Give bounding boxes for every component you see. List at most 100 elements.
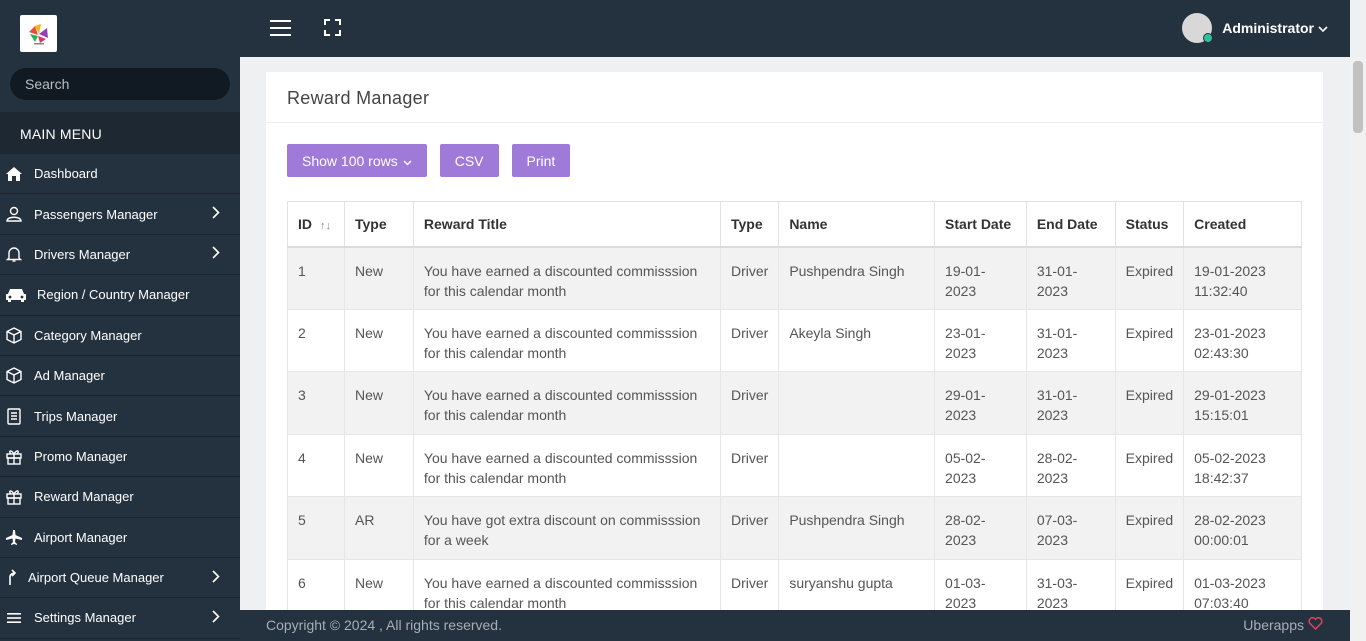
column-header[interactable]: Type <box>719 201 780 248</box>
table-cell: Expired <box>1114 558 1185 612</box>
sidebar-item-settings-manager[interactable]: Settings Manager <box>0 598 240 639</box>
car-icon <box>0 287 34 303</box>
table-cell: You have earned a discounted commisssion… <box>412 246 721 310</box>
column-header-label: ID <box>298 215 312 232</box>
table-row[interactable]: 6 New You have earned a discounted commiss… <box>287 558 1302 612</box>
footer: Copyright © 2024 , All rights reserved. … <box>240 610 1350 641</box>
fullscreen-icon[interactable] <box>324 19 341 41</box>
column-header-label: Type <box>730 215 763 232</box>
table-cell: You have got extra discount on commisssi… <box>412 496 721 560</box>
column-header[interactable]: ID ↑↓ <box>287 201 345 248</box>
scrollbar-thumb[interactable] <box>1353 61 1363 133</box>
chevron-down-icon <box>403 153 412 169</box>
table-cell: You have earned a discounted commisssion… <box>412 308 721 373</box>
print-button[interactable]: Print <box>511 144 571 177</box>
sidebar-item-airport-queue-manager[interactable]: Airport Queue Manager <box>0 558 240 599</box>
table-cell: Driver <box>719 371 780 435</box>
table-cell: 29-01-2023 15:15:01 <box>1183 371 1302 435</box>
sidebar-menu: Dashboard Passengers Manager Drivers Manag… <box>0 154 240 639</box>
top-bar: Administrator <box>240 0 1350 57</box>
table-cell: New <box>343 558 414 612</box>
sidebar-item-ad-manager[interactable]: Ad Manager <box>0 356 240 397</box>
chevron-right-icon <box>212 610 220 626</box>
sidebar-item-label: Ad Manager <box>34 368 105 384</box>
table-cell: 05-02-2023 18:42:37 <box>1183 433 1302 498</box>
column-header[interactable]: Reward Title <box>412 201 721 248</box>
column-header-label: Type <box>354 215 387 232</box>
table-cell: 23-01-2023 <box>934 308 1027 373</box>
table-cell: Akeyla Singh <box>778 308 936 373</box>
table-cell: 28-02-2023 <box>934 496 1027 560</box>
sort-ascending-icon[interactable]: ↑↓ <box>320 219 331 232</box>
table-row[interactable]: 2 New You have earned a discounted commiss… <box>287 308 1302 373</box>
table-cell: Driver <box>719 433 780 498</box>
sidebar-item-promo-manager[interactable]: Promo Manager <box>0 437 240 478</box>
column-header[interactable]: End Date <box>1025 201 1116 248</box>
sidebar-item-passengers-manager[interactable]: Passengers Manager <box>0 194 240 235</box>
table-cell: 05-02-2023 <box>934 433 1027 498</box>
table-cell: New <box>343 371 414 435</box>
table-row[interactable]: 1 New You have earned a discounted commiss… <box>287 246 1302 310</box>
show-rows-button[interactable]: Show 100 rows <box>287 144 427 177</box>
table-row[interactable]: 5 AR You have got extra discount on commis… <box>287 496 1302 560</box>
main-menu-heading: MAIN MENU <box>0 112 240 154</box>
gift-icon <box>0 488 34 506</box>
table-cell: Driver <box>719 558 780 612</box>
search-input[interactable]: Search <box>10 68 230 100</box>
user-icon <box>0 206 34 222</box>
table-cell: 2 <box>287 308 345 373</box>
table-cell: 31-01-2023 <box>1025 246 1116 310</box>
column-header-label: Status <box>1125 215 1169 232</box>
sidebar-item-dashboard[interactable]: Dashboard <box>0 154 240 195</box>
user-menu[interactable]: Administrator <box>1182 13 1328 43</box>
table-cell: AR <box>343 496 414 560</box>
sidebar-item-category-manager[interactable]: Category Manager <box>0 316 240 356</box>
list-icon <box>0 610 34 626</box>
table-cell: Expired <box>1114 433 1185 498</box>
table-cell: Expired <box>1114 308 1185 373</box>
footer-brand[interactable]: Uberapps <box>1243 617 1323 633</box>
column-header[interactable]: Status <box>1114 201 1185 248</box>
sidebar-item-label: Airport Queue Manager <box>28 570 164 586</box>
table-cell: New <box>343 246 414 310</box>
chevron-right-icon <box>212 206 220 222</box>
column-header[interactable]: Name <box>778 201 936 248</box>
sidebar-item-trips-manager[interactable]: Trips Manager <box>0 396 240 437</box>
table-cell: 23-01-2023 02:43:30 <box>1183 308 1302 373</box>
box-icon <box>0 326 34 344</box>
column-header[interactable]: Created <box>1183 201 1302 248</box>
table-row[interactable]: 4 New You have earned a discounted commiss… <box>287 433 1302 498</box>
table-cell: 6 <box>287 558 345 612</box>
app-logo[interactable] <box>20 15 57 52</box>
table-cell: New <box>343 433 414 498</box>
rewards-table: ID ↑↓ Type Reward Title Type Name Start Date En… <box>287 201 1302 612</box>
sidebar-item-label: Category Manager <box>34 327 142 343</box>
logo-area <box>0 0 240 67</box>
sidebar-item-drivers-manager[interactable]: Drivers Manager <box>0 235 240 276</box>
brand-name: Uberapps <box>1243 617 1304 633</box>
sidebar-item-airport-manager[interactable]: Airport Manager <box>0 518 240 558</box>
sidebar-item-region-country-manager[interactable]: Region / Country Manager <box>0 275 240 316</box>
table-cell: Driver <box>719 246 780 310</box>
table-cell: You have earned a discounted commisssion… <box>412 433 721 498</box>
csv-button[interactable]: CSV <box>439 144 499 177</box>
table-cell: You have earned a discounted commisssion… <box>412 558 721 612</box>
table-cell: 07-03-2023 <box>1025 496 1116 560</box>
column-header[interactable]: Start Date <box>934 201 1027 248</box>
hamburger-menu-icon[interactable] <box>270 19 291 41</box>
sidebar-item-label: Reward Manager <box>34 489 134 505</box>
box-icon <box>0 367 34 384</box>
table-cell <box>778 371 936 435</box>
table-cell: 29-01-2023 <box>934 371 1027 435</box>
table-header-row: ID ↑↓ Type Reward Title Type Name Start Date En… <box>287 201 1302 248</box>
sidebar-item-label: Promo Manager <box>34 448 128 464</box>
column-header-label: Reward Title <box>423 215 507 232</box>
table-cell: Pushpendra Singh <box>778 246 936 310</box>
table-cell: 31-01-2023 <box>1025 371 1116 435</box>
sidebar-item-reward-manager[interactable]: Reward Manager <box>0 477 240 518</box>
page-scrollbar[interactable] <box>1350 57 1366 641</box>
table-row[interactable]: 3 New You have earned a discounted commiss… <box>287 371 1302 435</box>
column-header[interactable]: Type <box>343 201 414 248</box>
sidebar-item-label: Dashboard <box>34 166 98 182</box>
table-cell: 4 <box>287 433 345 498</box>
